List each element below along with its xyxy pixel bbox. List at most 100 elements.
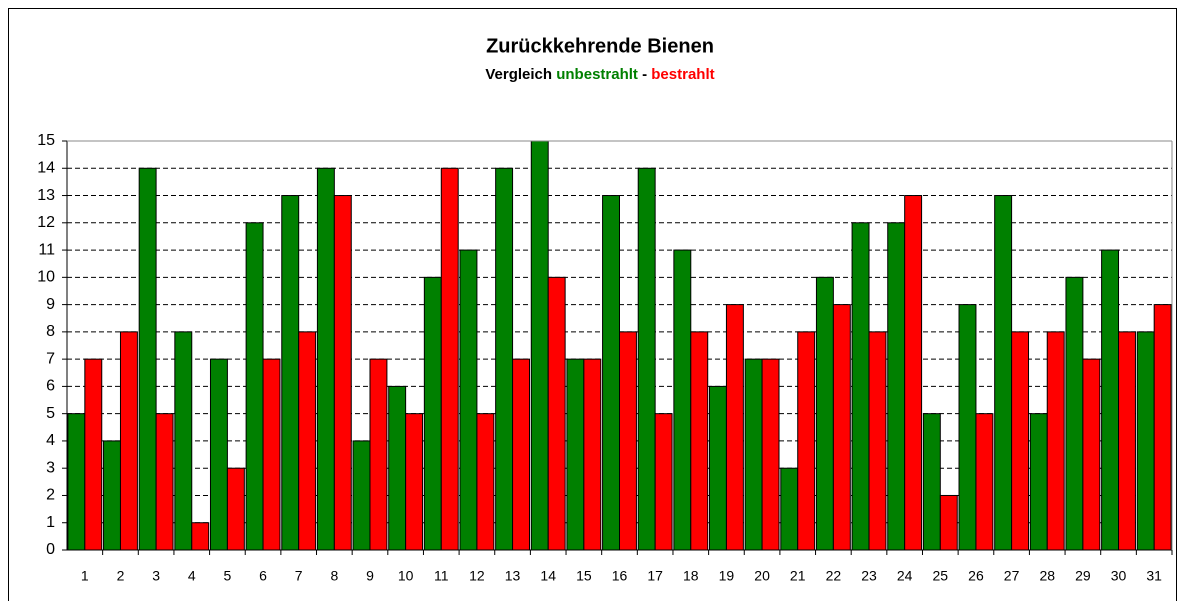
y-tick-label: 6 <box>46 378 55 395</box>
x-tick-label: 3 <box>152 568 160 584</box>
y-tick-label: 8 <box>46 323 55 340</box>
subtitle-separator: - <box>642 66 647 83</box>
bar <box>1065 276 1084 551</box>
bar <box>476 413 495 551</box>
y-tick-label: 10 <box>37 269 55 286</box>
x-tick-label: 26 <box>968 568 984 584</box>
x-tick-label: 7 <box>295 568 303 584</box>
legend-entry: bestrahlt <box>651 66 714 83</box>
bar <box>887 222 906 551</box>
bar <box>815 276 834 551</box>
y-tick-label: 7 <box>46 350 55 367</box>
x-tick-label: 16 <box>612 568 628 584</box>
bar <box>1046 331 1065 551</box>
x-tick-label: 13 <box>505 568 521 584</box>
x-tick-label: 23 <box>861 568 877 584</box>
bar <box>67 413 86 551</box>
bar <box>761 358 780 551</box>
x-tick-label: 19 <box>719 568 735 584</box>
bar <box>673 249 692 551</box>
x-tick-label: 4 <box>188 568 196 584</box>
bar <box>868 331 887 551</box>
bar <box>495 167 514 551</box>
bar <box>602 195 620 551</box>
bar <box>1082 358 1101 551</box>
bar <box>797 331 816 551</box>
bar <box>191 522 210 551</box>
y-tick-label: 12 <box>37 214 55 231</box>
x-tick-label: 5 <box>224 568 232 584</box>
bar <box>298 331 317 551</box>
bar <box>780 467 799 551</box>
x-tick-label: 27 <box>1004 568 1020 584</box>
x-tick-label: 22 <box>826 568 842 584</box>
bar <box>1029 413 1048 551</box>
y-tick-label: 5 <box>46 405 55 422</box>
legend-entry: unbestrahlt <box>556 66 638 83</box>
bar <box>637 167 656 551</box>
bar <box>155 413 174 551</box>
x-tick-label: 12 <box>469 568 485 584</box>
x-tick-label: 20 <box>754 568 770 584</box>
x-tick-label: 31 <box>1146 568 1162 584</box>
y-tick-label: 1 <box>46 514 55 531</box>
bar <box>654 413 673 551</box>
bar <box>84 358 103 551</box>
x-tick-label: 30 <box>1111 568 1127 584</box>
y-tick-label: 9 <box>46 296 55 313</box>
bar <box>369 358 388 551</box>
bar <box>1118 331 1136 551</box>
bar <box>440 167 459 551</box>
bar <box>939 494 958 551</box>
bar <box>744 358 763 551</box>
y-tick-label: 4 <box>46 432 55 449</box>
x-tick-label: 24 <box>897 568 913 584</box>
bar <box>566 358 585 551</box>
bar <box>619 331 637 551</box>
chart-subtitle: Vergleich unbestrahlt - bestrahlt <box>485 66 714 83</box>
bar <box>103 440 121 551</box>
bar <box>1011 331 1030 551</box>
bar <box>530 140 549 551</box>
bar <box>975 413 994 551</box>
bar <box>547 276 566 551</box>
bar <box>316 167 335 551</box>
bar <box>459 249 478 551</box>
bar <box>709 385 727 551</box>
x-tick-label: 9 <box>366 568 374 584</box>
x-tick-label: 18 <box>683 568 699 584</box>
bar <box>904 195 923 551</box>
bar <box>1153 304 1172 551</box>
x-tick-label: 8 <box>330 568 338 584</box>
bar <box>583 358 602 551</box>
x-tick-label: 10 <box>398 568 414 584</box>
y-tick-label: 0 <box>46 541 55 558</box>
subtitle-prefix: Vergleich <box>485 66 552 83</box>
x-tick-label: 11 <box>434 568 449 584</box>
x-tick-label: 28 <box>1039 568 1055 584</box>
bar <box>1136 331 1155 551</box>
x-tick-label: 17 <box>647 568 663 584</box>
y-tick-label: 2 <box>46 487 55 504</box>
y-tick-label: 3 <box>46 459 55 476</box>
bar <box>851 222 870 551</box>
x-tick-label: 25 <box>933 568 949 584</box>
y-tick-label: 11 <box>38 241 55 258</box>
bar <box>725 304 744 551</box>
bar <box>388 385 407 551</box>
bar <box>209 358 228 551</box>
bar <box>512 358 530 551</box>
x-tick-label: 15 <box>576 568 592 584</box>
y-tick-label: 13 <box>37 187 55 204</box>
chart-title: Zurückkehrende Bienen <box>486 35 714 57</box>
bar <box>138 167 157 551</box>
bar <box>226 467 245 551</box>
x-tick-label: 6 <box>259 568 267 584</box>
bar <box>958 304 977 551</box>
x-tick-label: 2 <box>117 568 125 584</box>
bar <box>245 222 264 551</box>
bar <box>423 276 442 551</box>
bar <box>281 195 300 551</box>
